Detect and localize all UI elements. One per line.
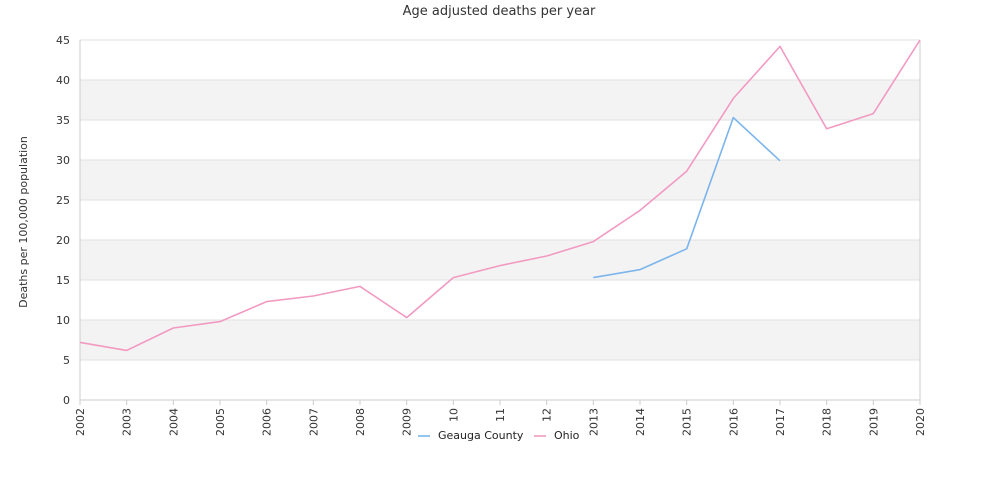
x-tick-label: 2019 <box>867 408 880 436</box>
series-lines <box>79 39 921 352</box>
y-tick-label: 35 <box>56 114 70 127</box>
x-tick-label: 2003 <box>121 408 134 436</box>
series-line-geauga-county <box>593 116 781 279</box>
x-tick-label: 2009 <box>401 408 414 436</box>
y-tick-label: 25 <box>56 194 70 207</box>
grid-band <box>80 280 920 320</box>
x-tick-label: 2017 <box>774 408 787 436</box>
y-tick-label: 15 <box>56 274 70 287</box>
y-tick-label: 30 <box>56 154 70 167</box>
legend-item-ohio[interactable]: Ohio <box>534 429 580 442</box>
x-tick-label: 10 <box>447 408 460 422</box>
x-tick-label: 2006 <box>261 408 274 436</box>
x-tick-label: 2004 <box>167 408 180 436</box>
y-axis-label: Deaths per 100,000 population <box>17 136 30 308</box>
legend-item-geauga-county[interactable]: Geauga County <box>418 429 524 442</box>
x-tick-label: 2005 <box>214 408 227 436</box>
gridlines <box>80 39 920 401</box>
x-tick-label: 12 <box>541 408 554 422</box>
x-tick-label: 2007 <box>307 408 320 436</box>
x-axis-ticks: 2002 2003 2004 2005 2006 2007 2008 2009 10 11 12 20… <box>74 400 927 436</box>
x-tick-label: 2020 <box>914 408 927 436</box>
grid-band <box>80 200 920 240</box>
x-tick-label: 2013 <box>587 408 600 436</box>
grid-band <box>80 160 920 200</box>
x-tick-label: 2002 <box>74 408 87 436</box>
y-tick-label: 20 <box>56 234 70 247</box>
grid-bands <box>80 40 920 400</box>
x-tick-label: 2014 <box>634 408 647 436</box>
grid-band <box>80 360 920 400</box>
y-tick-label: 5 <box>63 354 70 367</box>
grid-band <box>80 320 920 360</box>
x-tick-label: 11 <box>494 408 507 422</box>
y-tick-label: 10 <box>56 314 70 327</box>
x-tick-label: 2008 <box>354 408 367 436</box>
x-tick-label: 2016 <box>727 408 740 436</box>
y-tick-label: 40 <box>56 74 70 87</box>
y-tick-label: 45 <box>56 34 70 47</box>
series-line-ohio <box>79 39 921 352</box>
chart-title: Age adjusted deaths per year <box>403 4 596 19</box>
grid-band <box>80 80 920 120</box>
legend-label: Ohio <box>554 429 580 442</box>
grid-band <box>80 40 920 80</box>
legend[interactable]: Geauga County Ohio <box>418 429 580 442</box>
y-tick-label: 0 <box>63 394 70 407</box>
x-tick-label: 2015 <box>681 408 694 436</box>
grid-band <box>80 240 920 280</box>
x-tick-label: 2018 <box>821 408 834 436</box>
grid-band <box>80 120 920 160</box>
legend-label: Geauga County <box>438 429 524 442</box>
y-axis-ticks: 0 5 10 15 20 25 30 35 40 45 <box>56 34 70 407</box>
